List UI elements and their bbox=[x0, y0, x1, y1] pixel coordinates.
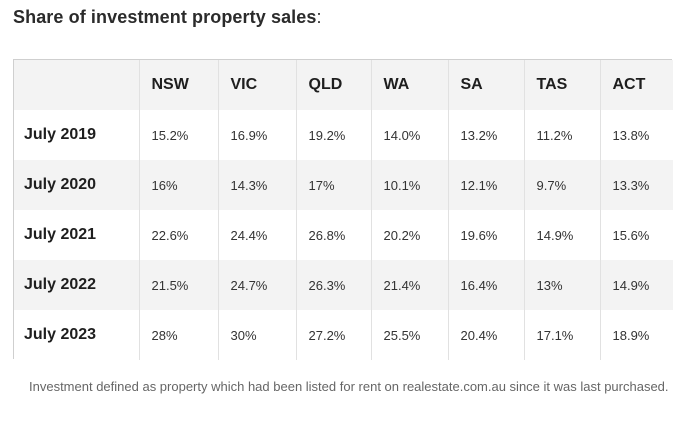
table-cell: 18.9% bbox=[612, 327, 650, 343]
table-cell: 15.2% bbox=[139, 110, 219, 160]
column-header-vic: VIC bbox=[218, 60, 297, 110]
table-cell: 22.6% bbox=[139, 210, 219, 260]
table-row: July 2021 22.6% 24.4% 26.8% 20.2% 19.6% … bbox=[14, 210, 673, 260]
table-cell: 13.3% bbox=[612, 177, 650, 193]
table-cell: 17.1% bbox=[524, 310, 601, 360]
table-cell: 20.2% bbox=[371, 210, 449, 260]
table-cell: 13.8% bbox=[612, 127, 650, 143]
table-cell: 26.3% bbox=[296, 260, 372, 310]
table-cell: 14.3% bbox=[218, 160, 297, 210]
table-header-row: NSW VIC QLD WA SA TAS ACT bbox=[14, 60, 673, 110]
row-label: July 2019 bbox=[14, 110, 140, 160]
table-cell: 14.0% bbox=[371, 110, 449, 160]
table-cell: 27.2% bbox=[296, 310, 372, 360]
table-cell: 28% bbox=[139, 310, 219, 360]
column-header-wa: WA bbox=[371, 60, 449, 110]
table-cell: 13% bbox=[524, 260, 601, 310]
table-row: July 2019 15.2% 16.9% 19.2% 14.0% 13.2% … bbox=[14, 110, 673, 160]
title-colon: : bbox=[316, 7, 322, 27]
table-cell: 14.9% bbox=[612, 277, 650, 293]
table-cell: 16% bbox=[139, 160, 219, 210]
column-header-empty bbox=[14, 60, 140, 110]
footnote: Investment defined as property which had… bbox=[29, 379, 669, 394]
row-label: July 2021 bbox=[14, 210, 140, 260]
table-cell: 14.9% bbox=[524, 210, 601, 260]
column-header-sa: SA bbox=[448, 60, 525, 110]
table-cell: 24.7% bbox=[218, 260, 297, 310]
table-cell: 16.4% bbox=[448, 260, 525, 310]
table-row: July 2020 16% 14.3% 17% 10.1% 12.1% 9.7%… bbox=[14, 160, 673, 210]
table-cell: 13.2% bbox=[448, 110, 525, 160]
table-cell: 21.4% bbox=[371, 260, 449, 310]
investment-sales-table: NSW VIC QLD WA SA TAS ACT July 2019 15.2… bbox=[14, 60, 673, 360]
column-header-act: ACT bbox=[612, 76, 646, 93]
title-text: Share of investment property sales bbox=[13, 7, 317, 27]
table-cell: 16.9% bbox=[218, 110, 297, 160]
table-cell: 26.8% bbox=[296, 210, 372, 260]
table-row: July 2023 28% 30% 27.2% 25.5% 20.4% 17.1… bbox=[14, 310, 673, 360]
table-cell: 15.6% bbox=[612, 227, 650, 243]
page-title: Share of investment property sales: bbox=[13, 7, 322, 28]
column-header-qld: QLD bbox=[296, 60, 372, 110]
table-cell: 25.5% bbox=[371, 310, 449, 360]
table-cell: 19.6% bbox=[448, 210, 525, 260]
row-label: July 2022 bbox=[14, 260, 140, 310]
table-cell: 12.1% bbox=[448, 160, 525, 210]
table-cell: 9.7% bbox=[524, 160, 601, 210]
row-label: July 2020 bbox=[14, 160, 140, 210]
table-cell: 24.4% bbox=[218, 210, 297, 260]
table-cell: 17% bbox=[296, 160, 372, 210]
table-cell: 19.2% bbox=[296, 110, 372, 160]
table-cell: 30% bbox=[218, 310, 297, 360]
table-cell: 11.2% bbox=[524, 110, 601, 160]
table-cell: 21.5% bbox=[139, 260, 219, 310]
sales-table-container: NSW VIC QLD WA SA TAS ACT July 2019 15.2… bbox=[13, 59, 673, 360]
table-cell: 10.1% bbox=[371, 160, 449, 210]
row-label: July 2023 bbox=[14, 310, 140, 360]
table-row: July 2022 21.5% 24.7% 26.3% 21.4% 16.4% … bbox=[14, 260, 673, 310]
column-header-tas: TAS bbox=[524, 60, 601, 110]
table-cell: 20.4% bbox=[448, 310, 525, 360]
column-header-nsw: NSW bbox=[139, 60, 219, 110]
